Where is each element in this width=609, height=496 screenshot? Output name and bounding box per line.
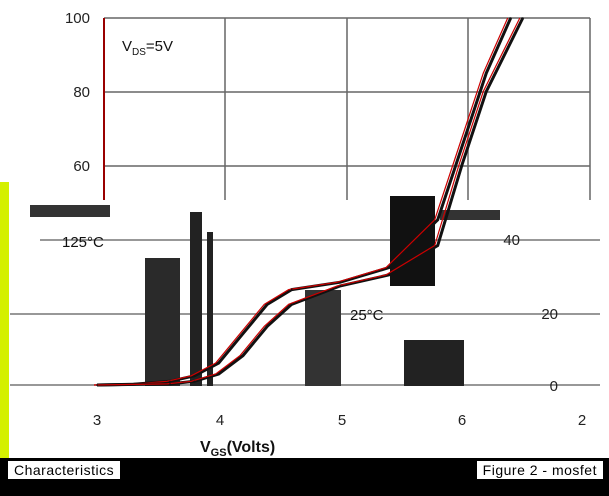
x-axis-title: VGS(Volts) xyxy=(200,439,275,458)
data-point-0-10 xyxy=(436,219,439,221)
data-point-1-9 xyxy=(436,244,439,247)
vds-annotation: VDS=5V xyxy=(122,38,173,58)
data-point-1-7 xyxy=(339,285,342,287)
glitch-block-8 xyxy=(30,205,110,217)
series-ghost-125c xyxy=(93,17,509,386)
label-125c: 125°C xyxy=(62,234,104,251)
chart-svg: 100 80 60 40 20 0 3 4 5 6 2 VDS=5V 125°C… xyxy=(10,10,600,458)
y-tick-80: 80 xyxy=(73,84,90,101)
caption-bar: Characteristics Figure 2 - mosfet xyxy=(0,458,609,496)
glitch-block-1 xyxy=(145,258,180,386)
series-ghost-25c xyxy=(93,17,521,386)
data-point-1-3 xyxy=(217,373,220,375)
x-tick-3: 3 xyxy=(93,412,101,429)
x-tick-5: 5 xyxy=(338,412,346,429)
left-color-stripe xyxy=(0,182,9,458)
data-point-1-2 xyxy=(193,380,196,383)
data-point-1-10 xyxy=(461,164,463,166)
data-point-0-5 xyxy=(242,332,244,335)
data-point-1-11 xyxy=(485,90,488,93)
glitch-block-4 xyxy=(305,290,341,386)
data-point-1-0 xyxy=(96,384,98,386)
x-tick-6: 6 xyxy=(458,412,466,429)
data-point-1-8 xyxy=(388,274,390,276)
y-tick-20: 20 xyxy=(541,306,558,323)
glitch-block-2 xyxy=(190,212,202,386)
data-point-0-7 xyxy=(290,288,293,291)
data-point-0-3 xyxy=(193,375,196,377)
y-tick-0: 0 xyxy=(550,378,558,395)
data-point-1-4 xyxy=(242,354,244,357)
data-point-1-6 xyxy=(290,303,293,306)
series-line-125c xyxy=(96,17,513,387)
caption-right: Figure 2 - mosfet xyxy=(476,461,603,479)
data-point-1-12 xyxy=(522,17,524,19)
y-tick-40: 40 xyxy=(503,232,520,249)
data-point-0-13 xyxy=(509,17,512,19)
x-tick-extra: 2 xyxy=(578,412,586,429)
data-point-0-12 xyxy=(485,72,488,74)
series-layer xyxy=(93,17,525,387)
data-point-1-5 xyxy=(266,325,269,328)
x-tick-4: 4 xyxy=(216,412,224,429)
data-point-0-4 xyxy=(217,362,220,364)
data-point-0-11 xyxy=(461,145,463,148)
data-point-0-2 xyxy=(169,380,171,383)
data-point-1-1 xyxy=(169,383,171,385)
y-tick-60: 60 xyxy=(73,158,90,175)
data-point-0-9 xyxy=(388,266,390,269)
glitch-block-6 xyxy=(404,340,464,386)
caption-left: Characteristics xyxy=(8,461,121,479)
y-tick-100: 100 xyxy=(65,10,90,27)
glitch-block-7 xyxy=(440,210,500,220)
data-point-0-8 xyxy=(339,281,342,284)
glitch-block-3 xyxy=(207,232,213,386)
glitch-artifacts xyxy=(30,196,500,386)
label-25c: 25°C xyxy=(350,307,384,324)
data-point-0-6 xyxy=(266,303,269,306)
